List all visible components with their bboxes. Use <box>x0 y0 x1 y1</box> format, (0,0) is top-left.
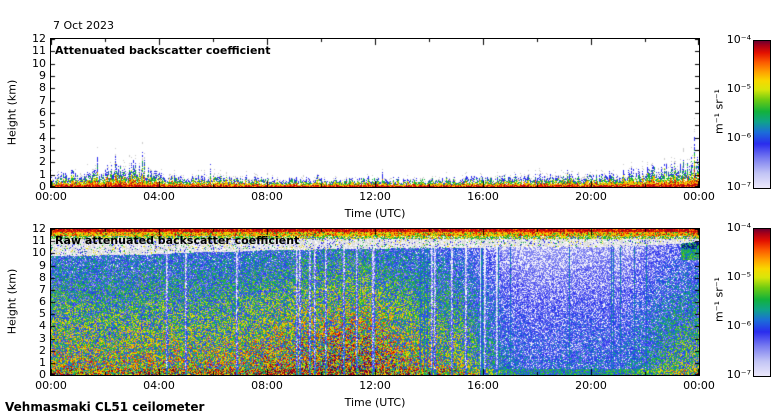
y-tick-label: 11 <box>32 44 46 58</box>
y-tick-label: 12 <box>32 32 46 45</box>
station-label: Vehmasmaki CL51 ceilometer <box>5 400 205 414</box>
top-panel-title: Attenuated backscatter coefficient <box>55 44 271 57</box>
y-tick-label: 8 <box>39 270 46 284</box>
y-tick-label: 5 <box>39 307 46 321</box>
y-tick-label: 9 <box>39 258 46 272</box>
top-colorbar-unit: m⁻¹ sr⁻¹ <box>712 89 726 134</box>
colorbar-tick-label: 10⁻⁴ <box>726 221 751 234</box>
x-tick-label: 00:00 <box>35 379 67 392</box>
date-label: 7 Oct 2023 <box>53 19 115 32</box>
x-tick-label: 00:00 <box>683 190 715 203</box>
top-panel: Attenuated backscatter coefficient <box>50 38 700 188</box>
x-tick-label: 16:00 <box>467 190 499 203</box>
x-tick-label: 00:00 <box>683 379 715 392</box>
y-tick-label: 1 <box>39 355 46 369</box>
x-tick-label: 20:00 <box>575 190 607 203</box>
bottom-y-axis-title: Height (km) <box>5 268 19 335</box>
x-tick-label: 08:00 <box>251 379 283 392</box>
x-tick-label: 12:00 <box>359 379 391 392</box>
x-tick-label: 12:00 <box>359 190 391 203</box>
bottom-panel: Raw attenuated backscatter coefficient <box>50 228 700 376</box>
y-tick-label: 8 <box>39 81 46 95</box>
y-tick-label: 11 <box>32 234 46 248</box>
y-tick-label: 3 <box>39 143 46 156</box>
x-tick-label: 08:00 <box>251 190 283 203</box>
y-tick-label: 0 <box>39 368 46 381</box>
y-tick-label: 7 <box>39 282 46 296</box>
x-tick-label: 04:00 <box>143 379 175 392</box>
top-x-axis-title: Time (UTC) <box>344 207 406 220</box>
y-tick-label: 4 <box>39 319 46 333</box>
y-tick-label: 10 <box>32 246 46 260</box>
y-tick-label: 3 <box>39 331 46 345</box>
bottom-panel-heatmap-canvas <box>51 229 699 375</box>
bottom-colorbar <box>753 228 771 377</box>
y-tick-label: 12 <box>32 222 46 235</box>
bottom-panel-title: Raw attenuated backscatter coefficient <box>55 234 300 247</box>
x-tick-label: 04:00 <box>143 190 175 203</box>
bottom-colorbar-unit: m⁻¹ sr⁻¹ <box>712 277 726 322</box>
top-y-axis-title: Height (km) <box>5 79 19 146</box>
y-tick-label: 10 <box>32 56 46 70</box>
colorbar-tick-label: 10⁻⁴ <box>726 33 751 46</box>
x-tick-label: 16:00 <box>467 379 499 392</box>
y-tick-label: 9 <box>39 69 46 82</box>
colorbar-tick-label: 10⁻⁶ <box>726 131 751 144</box>
y-tick-label: 1 <box>39 167 46 181</box>
y-tick-label: 7 <box>39 93 46 107</box>
colorbar-tick-label: 10⁻⁵ <box>726 82 751 95</box>
y-tick-label: 2 <box>39 343 46 357</box>
y-tick-label: 5 <box>39 118 46 132</box>
y-tick-label: 2 <box>39 155 46 169</box>
top-colorbar <box>753 40 771 189</box>
colorbar-tick-label: 10⁻⁶ <box>726 319 751 332</box>
y-tick-label: 4 <box>39 130 46 144</box>
colorbar-tick-label: 10⁻⁷ <box>726 180 751 193</box>
y-tick-label: 6 <box>39 106 46 119</box>
x-tick-label: 20:00 <box>575 379 607 392</box>
x-tick-label: 00:00 <box>35 190 67 203</box>
y-tick-label: 6 <box>39 295 46 308</box>
colorbar-tick-label: 10⁻⁵ <box>726 270 751 283</box>
bottom-x-axis-title: Time (UTC) <box>344 396 406 409</box>
colorbar-tick-label: 10⁻⁷ <box>726 368 751 381</box>
y-tick-label: 0 <box>39 180 46 193</box>
top-panel-heatmap-canvas <box>51 39 699 187</box>
